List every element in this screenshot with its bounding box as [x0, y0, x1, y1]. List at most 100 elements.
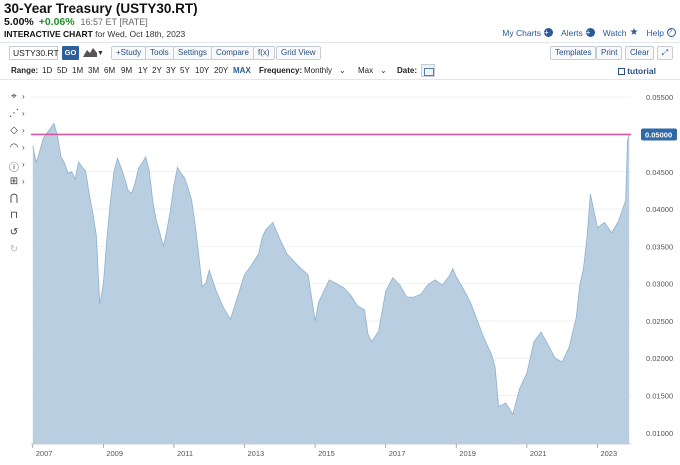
expand-icon[interactable]: ⤢ [657, 46, 673, 60]
range-9m[interactable]: 9M [121, 66, 133, 75]
my-charts-label: My Charts [502, 27, 542, 38]
chevron-down-icon: ▼ [97, 50, 104, 57]
chevron-right-icon: › [22, 126, 25, 135]
range-3y[interactable]: 3Y [166, 66, 176, 75]
chevron-down-icon[interactable]: ⌄ [339, 66, 346, 75]
question-icon: ? [667, 28, 676, 37]
templates-button[interactable]: Templates [550, 46, 597, 60]
chevron-down-icon[interactable]: ⌄ [380, 66, 387, 75]
watch-link[interactable]: Watch ★ [603, 27, 639, 38]
chart-subtitle: INTERACTIVE CHART for Wed, Oct 18th, 202… [4, 29, 185, 39]
y-tick-label: 0.05500 [646, 93, 673, 102]
shapes-tool[interactable]: ◇ › [6, 124, 30, 140]
redo-icon: ↻ [9, 244, 19, 255]
clear-button[interactable]: Clear [625, 46, 655, 60]
chevron-right-icon: › [22, 177, 25, 186]
last-value-label: 0.05000 [645, 130, 672, 139]
magnet-tool[interactable]: ⋂ [6, 192, 30, 208]
grid-view-button[interactable]: Grid View [276, 46, 321, 60]
text-annotation-tool[interactable]: ⓘ › [6, 158, 30, 174]
frequency-select[interactable]: Monthly [304, 66, 333, 75]
plus-circle-icon: + [544, 28, 554, 37]
tutorial-link[interactable]: tutorial [618, 66, 656, 76]
draw-lines-icon: ⋰ [9, 108, 19, 119]
y-tick-label: 0.02500 [646, 317, 673, 326]
range-5y[interactable]: 5Y [180, 66, 190, 75]
quote-timestamp: 16:57 ET [RATE] [80, 17, 148, 27]
crosshair-icon: ⌖ [11, 91, 17, 102]
price-chart[interactable]: 0.05500 0.05000 0.04500 0.04000 0.03500 0.030… [0, 82, 680, 465]
frequency-label: Frequency: [259, 66, 303, 75]
help-label: Help [646, 27, 664, 38]
range-1d[interactable]: 1D [42, 66, 53, 75]
undo-tool[interactable]: ↺ [6, 226, 30, 242]
alerts-link[interactable]: Alerts + [561, 27, 595, 38]
chart-type-selector[interactable]: ▼ [83, 47, 104, 59]
y-tick-label: 0.01500 [646, 392, 673, 401]
calendar-icon[interactable] [421, 64, 435, 77]
y-tick-label: 0.04000 [646, 205, 673, 214]
range-2y[interactable]: 2Y [152, 66, 162, 75]
symbol-input[interactable]: USTY30.RT [9, 46, 59, 60]
redo-tool[interactable]: ↻ [6, 243, 30, 259]
range-1y[interactable]: 1Y [138, 66, 148, 75]
range-6m[interactable]: 6M [104, 66, 116, 75]
chevron-right-icon: › [22, 160, 25, 169]
settings-button[interactable]: Settings [173, 46, 212, 60]
x-tick-label: 2013 [248, 449, 265, 458]
page-title: 30-Year Treasury (USTY30.RT) [4, 1, 198, 16]
tools-button[interactable]: Tools [145, 46, 174, 60]
x-tick-label: 2007 [36, 449, 53, 458]
subtitle-date: for Wed, Oct 18th, 2023 [95, 29, 186, 39]
range-5d[interactable]: 5D [57, 66, 68, 75]
range-1m[interactable]: 1M [72, 66, 84, 75]
x-tick-label: 2021 [530, 449, 547, 458]
chevron-right-icon: › [22, 109, 25, 118]
study-button[interactable]: +Study [111, 46, 147, 60]
draw-lines-tool[interactable]: ⋰ › [6, 107, 30, 123]
chart-toolbar: USTY30.RT GO ▼ +Study Tools Settings Com… [0, 42, 680, 62]
x-tick-label: 2019 [459, 449, 476, 458]
pattern-icon: ⊞ [9, 176, 19, 187]
y-tick-label: 0.03500 [646, 242, 673, 251]
pattern-tool[interactable]: ⊞ › [6, 175, 30, 191]
fibonacci-icon: ◠ [9, 142, 19, 153]
lock-tool[interactable]: ⊓ [6, 209, 30, 225]
text-annotation-icon: ⓘ [9, 163, 19, 174]
help-link[interactable]: Help? [647, 27, 676, 38]
compare-button[interactable]: Compare [211, 46, 254, 60]
star-icon: ★ [629, 27, 639, 38]
top-links: My Charts + Alerts + Watch ★ Help? [502, 27, 676, 38]
max-select[interactable]: Max [358, 66, 374, 75]
go-button[interactable]: GO [62, 46, 79, 60]
range-10y[interactable]: 10Y [195, 66, 210, 75]
fx-button[interactable]: f(x) [253, 46, 275, 60]
range-20y[interactable]: 20Y [214, 66, 229, 75]
price-area [32, 123, 630, 445]
x-tick-label: 2023 [600, 449, 617, 458]
crosshair-tool[interactable]: ⌖ › [6, 90, 30, 106]
last-value-badge [641, 128, 677, 141]
date-label: Date: [397, 66, 418, 75]
tutorial-label: tutorial [627, 66, 656, 76]
my-charts-link[interactable]: My Charts + [502, 27, 554, 38]
fibonacci-tool[interactable]: ◠ › [6, 141, 30, 157]
book-icon [618, 68, 626, 75]
price-line [32, 122, 630, 416]
lock-icon: ⊓ [10, 210, 18, 221]
mountain-chart-icon [83, 48, 97, 57]
print-button[interactable]: Print [596, 46, 623, 60]
watch-label: Watch [602, 27, 627, 38]
range-max[interactable]: MAX [233, 66, 251, 75]
chevron-right-icon: › [22, 143, 25, 152]
alerts-label: Alerts [561, 27, 583, 38]
x-tick-label: 2009 [106, 449, 123, 458]
x-tick-label: 2015 [318, 449, 335, 458]
magnet-icon: ⋂ [9, 193, 19, 204]
y-tick-label: 0.04500 [646, 168, 673, 177]
subtitle-bold: INTERACTIVE CHART [4, 29, 93, 39]
range-3m[interactable]: 3M [88, 66, 100, 75]
x-tick-label: 2011 [177, 449, 193, 458]
shapes-icon: ◇ [10, 125, 18, 136]
range-bar: Range: 1D 5D 1M 3M 6M 9M 1Y 2Y 3Y 5Y 10Y… [0, 63, 680, 80]
